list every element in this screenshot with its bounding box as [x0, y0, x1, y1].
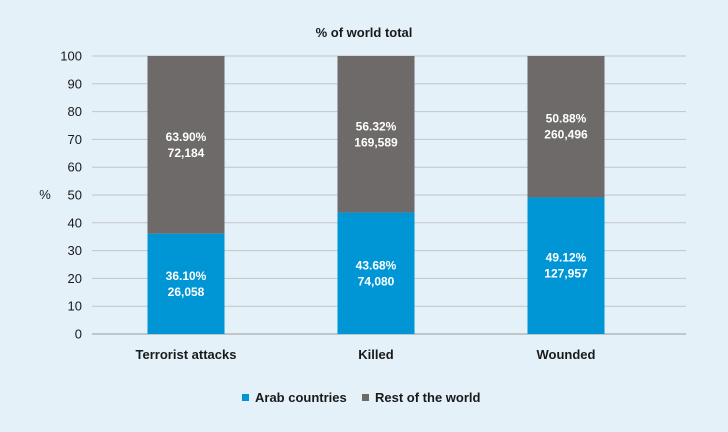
- bar-data-label: 169,589: [354, 135, 398, 149]
- chart-title: % of world total: [316, 25, 413, 40]
- x-tick-label: Wounded: [537, 347, 596, 362]
- y-tick-label: 30: [68, 243, 82, 258]
- bar-segment: [337, 56, 415, 213]
- bars: [147, 56, 605, 334]
- legend: Arab countries Rest of the world: [242, 390, 481, 405]
- x-axis: Terrorist attacks Killed Wounded: [136, 347, 596, 362]
- bar-segment: [147, 233, 225, 334]
- bar-data-label: 36.10%: [166, 269, 207, 283]
- y-tick-label: 80: [68, 104, 82, 119]
- y-tick-label: 50: [68, 188, 82, 203]
- legend-swatch: [242, 394, 249, 401]
- bar-data-label: 49.12%: [546, 251, 587, 265]
- bar-data-label: 260,496: [544, 128, 588, 142]
- legend-swatch: [362, 394, 369, 401]
- x-tick-label: Terrorist attacks: [136, 347, 237, 362]
- y-tick-label: 70: [68, 132, 82, 147]
- legend-label: Rest of the world: [375, 390, 481, 405]
- bar-segment: [147, 56, 225, 234]
- y-tick-label: 10: [68, 299, 82, 314]
- bar-segment: [527, 197, 605, 334]
- y-tick-label: 40: [68, 215, 82, 230]
- y-tick-label: 20: [68, 271, 82, 286]
- bar-data-label: 74,080: [358, 274, 395, 288]
- y-tick-label: 0: [75, 327, 82, 342]
- bar-labels: 36.10% 26,058 63.90% 72,184 43.68% 74,080 56.3…: [166, 112, 588, 299]
- bar-data-label: 43.68%: [356, 258, 397, 272]
- y-axis: 0 10 20 30 40 50 60 70 80 90 100: [60, 49, 82, 342]
- y-tick-label: 100: [60, 49, 82, 64]
- bar-data-label: 50.88%: [546, 112, 587, 126]
- bar-data-label: 26,058: [168, 285, 205, 299]
- bar-data-label: 56.32%: [356, 119, 397, 133]
- y-axis-label: %: [39, 187, 51, 202]
- y-tick-label: 60: [68, 160, 82, 175]
- bar-data-label: 63.90%: [166, 130, 207, 144]
- y-tick-label: 90: [68, 76, 82, 91]
- legend-label: Arab countries: [255, 390, 347, 405]
- x-tick-label: Killed: [358, 347, 393, 362]
- bar-segment: [527, 56, 605, 198]
- bar-segment: [337, 212, 415, 334]
- bar-data-label: 72,184: [168, 146, 205, 160]
- bar-data-label: 127,957: [544, 267, 588, 281]
